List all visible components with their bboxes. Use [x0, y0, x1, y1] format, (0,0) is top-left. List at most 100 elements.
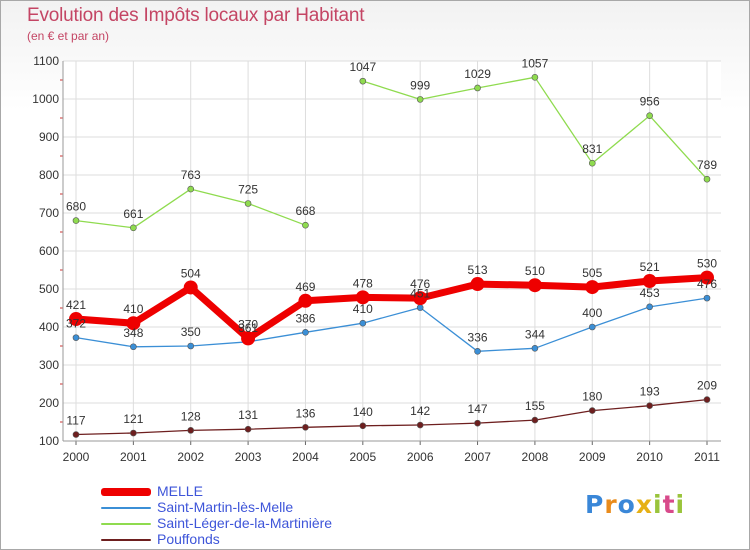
data-label: 410	[353, 302, 373, 316]
data-label: 147	[468, 402, 488, 416]
data-label: 372	[66, 317, 86, 331]
data-point	[646, 402, 653, 409]
data-point	[413, 291, 428, 306]
legend-swatch	[101, 539, 151, 541]
data-point	[126, 316, 141, 331]
data-label: 1029	[464, 67, 491, 81]
data-label: 193	[640, 385, 660, 399]
data-point	[302, 329, 309, 336]
data-label: 128	[181, 409, 201, 423]
data-label: 140	[353, 405, 373, 419]
x-tick-label: 2002	[177, 450, 204, 464]
data-label: 400	[582, 306, 602, 320]
data-point	[531, 344, 539, 352]
chart-title: Evolution des Impôts locaux par Habitant	[27, 5, 365, 26]
data-label: 209	[697, 379, 717, 393]
series-line	[75, 297, 708, 352]
legend-label: Saint-Martin-lès-Melle	[157, 499, 294, 515]
data-point	[355, 290, 370, 305]
x-tick-label: 2010	[636, 450, 663, 464]
data-label: 513	[468, 263, 488, 277]
data-point	[646, 112, 653, 120]
data-label: 510	[525, 264, 545, 278]
data-point	[302, 221, 309, 229]
x-tick-label: 2005	[349, 450, 376, 464]
data-label: 521	[640, 260, 660, 274]
logo-letter: t	[662, 490, 676, 519]
x-tick-label: 2000	[63, 450, 90, 464]
data-label: 504	[181, 266, 201, 280]
legend-label: Pouffonds	[157, 531, 220, 547]
legend-label: MELLE	[157, 483, 203, 499]
legend-swatch	[101, 507, 151, 509]
data-point	[531, 416, 539, 424]
x-tick-label: 2007	[464, 450, 491, 464]
data-label: 1047	[349, 60, 376, 74]
data-point	[585, 280, 600, 295]
x-tick-label: 2009	[579, 450, 606, 464]
y-tick-label: 1100	[33, 54, 59, 68]
data-label: 999	[410, 78, 430, 92]
data-point	[474, 419, 481, 427]
data-point	[302, 424, 309, 431]
legend-label: Saint-Léger-de-la-Martinière	[157, 515, 333, 531]
x-tick-label: 2006	[407, 450, 434, 464]
data-point	[703, 396, 711, 403]
data-point	[359, 319, 367, 327]
data-point	[588, 407, 596, 414]
data-point	[470, 277, 485, 292]
x-tick-label: 2001	[120, 450, 147, 464]
data-point	[130, 224, 137, 232]
data-point	[130, 343, 137, 351]
data-point	[531, 74, 539, 81]
data-label: 956	[640, 95, 660, 109]
y-tick-label: 300	[39, 358, 59, 372]
data-label: 117	[66, 414, 85, 428]
logo-letter: i	[675, 490, 686, 519]
data-label: 121	[123, 412, 143, 426]
data-label: 789	[697, 158, 717, 172]
logo-letter: P	[585, 490, 605, 519]
y-tick-label: 1000	[32, 92, 59, 106]
data-point	[416, 96, 424, 103]
logo-letter: r	[604, 490, 618, 519]
data-label: 370	[238, 317, 258, 331]
data-point	[187, 185, 195, 193]
y-tick-label: 100	[39, 434, 59, 448]
data-point	[244, 200, 252, 207]
data-label: 661	[123, 207, 143, 221]
data-point	[244, 425, 252, 433]
data-label: 478	[353, 276, 373, 290]
y-tick-label: 800	[39, 168, 59, 182]
logo-letter: i	[653, 490, 663, 519]
data-label: 336	[468, 330, 488, 344]
logo-letter: x	[635, 490, 653, 519]
data-label: 505	[582, 266, 602, 280]
x-tick-label: 2004	[292, 450, 319, 464]
y-tick-label: 500	[39, 282, 59, 296]
data-label: 136	[295, 406, 315, 420]
x-tick-label: 2008	[522, 450, 549, 464]
data-point	[187, 427, 195, 434]
y-tick-label: 600	[39, 244, 59, 258]
data-point	[416, 304, 424, 311]
data-point	[72, 431, 80, 438]
data-point	[703, 175, 711, 183]
data-point	[130, 429, 137, 437]
data-label: 361	[238, 321, 258, 335]
data-point	[241, 331, 256, 346]
data-label: 131	[238, 408, 258, 422]
data-label: 451	[410, 287, 430, 301]
y-tick-label: 200	[39, 396, 59, 410]
data-point	[646, 303, 653, 311]
data-point	[298, 293, 313, 308]
data-point	[69, 312, 83, 327]
data-label: 680	[66, 200, 86, 214]
data-point	[474, 84, 481, 92]
data-label: 348	[123, 326, 143, 340]
data-point	[474, 348, 481, 355]
data-label: 350	[181, 325, 201, 339]
legend-swatch	[101, 523, 151, 525]
